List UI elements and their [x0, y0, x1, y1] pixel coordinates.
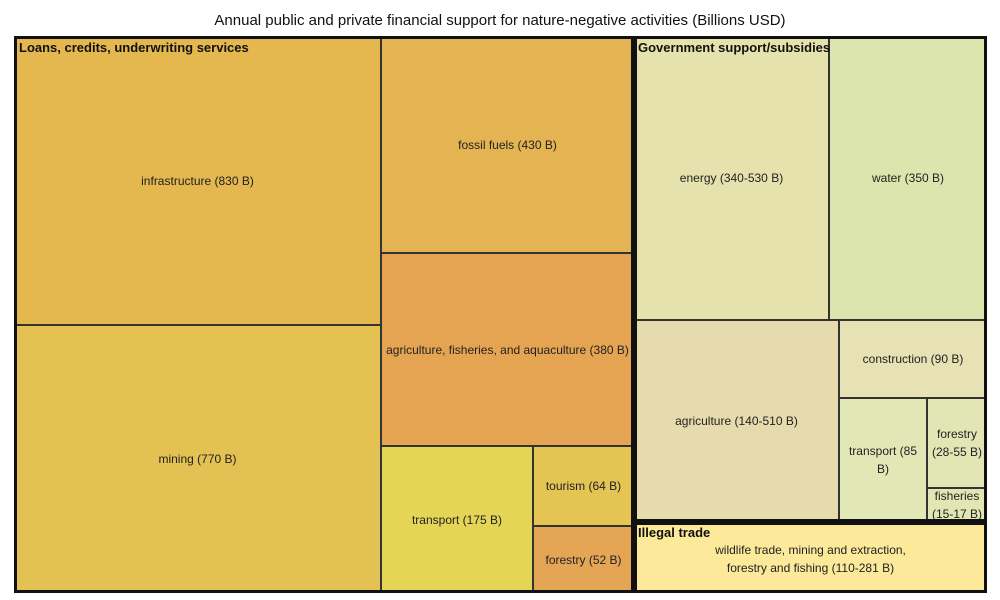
- treemap-cell: agriculture (140-510 B): [634, 320, 839, 522]
- treemap-cell: fisheries (15-17 B): [927, 488, 987, 522]
- cell-label: tourism (64 B): [545, 479, 622, 493]
- cell-label: transport (85 B): [848, 444, 918, 476]
- group-label: Government support/subsidies: [638, 40, 831, 55]
- treemap-cell: forestry (52 B): [533, 526, 634, 593]
- treemap-cell: fossil fuels (430 B): [381, 36, 634, 253]
- cell-label: transport (175 B): [411, 512, 503, 527]
- treemap-cell: transport (85 B): [839, 398, 927, 522]
- treemap-cell: mining (770 B): [14, 325, 381, 593]
- treemap-cell: water (350 B): [829, 36, 987, 320]
- cell-label: infrastructure (830 B): [141, 173, 254, 188]
- group-label: Loans, credits, underwriting services: [19, 40, 249, 55]
- cell-label: forestry (52 B): [545, 552, 622, 567]
- cell-label: forestry (28-55 B): [931, 427, 983, 459]
- cell-label: construction (90 B): [862, 352, 964, 366]
- cell-label: water (350 B): [871, 171, 945, 185]
- cell-label: energy (340-530 B): [679, 171, 784, 185]
- group-label: Illegal trade: [638, 525, 711, 540]
- group-description: wildlife trade, mining and extraction, f…: [715, 543, 906, 575]
- treemap-cell: construction (90 B): [839, 320, 987, 398]
- cell-label: mining (770 B): [158, 452, 237, 466]
- treemap-cell: tourism (64 B): [533, 446, 634, 526]
- treemap-cell: [634, 522, 987, 593]
- cell-label: fisheries (15-17 B): [931, 489, 983, 521]
- cell-label: fossil fuels (430 B): [458, 137, 557, 152]
- cell-label: agriculture, fisheries, and aquaculture …: [386, 342, 629, 357]
- chart-title: Annual public and private financial supp…: [214, 12, 786, 29]
- treemap-cell: infrastructure (830 B): [14, 36, 381, 325]
- treemap-cell: agriculture, fisheries, and aquaculture …: [381, 253, 634, 446]
- treemap-cell: energy (340-530 B): [634, 36, 829, 320]
- treemap-cell: transport (175 B): [381, 446, 533, 593]
- cell-label: agriculture (140-510 B): [675, 414, 798, 428]
- treemap-cell: forestry (28-55 B): [927, 398, 987, 488]
